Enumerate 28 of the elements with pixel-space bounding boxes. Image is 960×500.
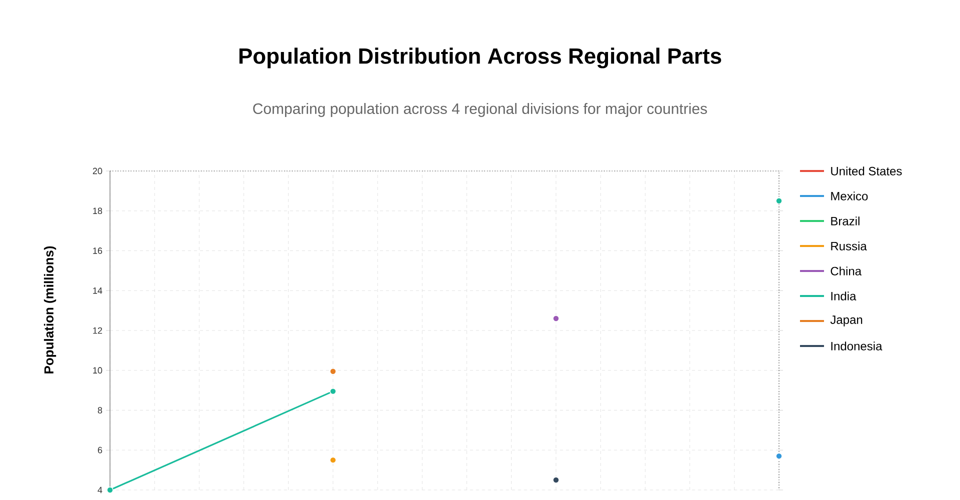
y-tick-label: 14 (93, 288, 102, 294)
y-tick-label: 20 (92, 168, 102, 174)
y-tick-label: 6 (98, 446, 102, 454)
legend-label: Mexico (831, 192, 868, 200)
legend-label: Indonesia (831, 342, 882, 350)
point (330, 456, 336, 464)
point (106, 486, 114, 494)
y-tick-label: 18 (93, 208, 102, 214)
legend-label: India (831, 292, 856, 300)
legend-label: China (830, 266, 862, 276)
legend-label: Brazil (831, 216, 860, 226)
legend-label: Russia (831, 242, 867, 250)
y-axis-title: Population (millions) (44, 246, 56, 374)
y-tick-label: 12 (93, 327, 102, 334)
point (552, 476, 560, 484)
y-tick-label: 4 (98, 486, 102, 494)
legend-label: United States (831, 166, 902, 176)
point (552, 315, 560, 322)
point (330, 368, 336, 375)
y-tick-label: 10 (93, 367, 102, 374)
point (776, 452, 782, 460)
chart-title: Population Distribution Across Regional Parts (239, 48, 722, 68)
y-tick-label: 8 (98, 407, 102, 414)
legend-label: Japan (830, 316, 862, 326)
point (776, 197, 782, 204)
y-tick-label: 16 (93, 248, 102, 254)
chart-subtitle: Comparing population across 4 regional divisions for major countries (253, 103, 707, 117)
point (330, 388, 336, 395)
